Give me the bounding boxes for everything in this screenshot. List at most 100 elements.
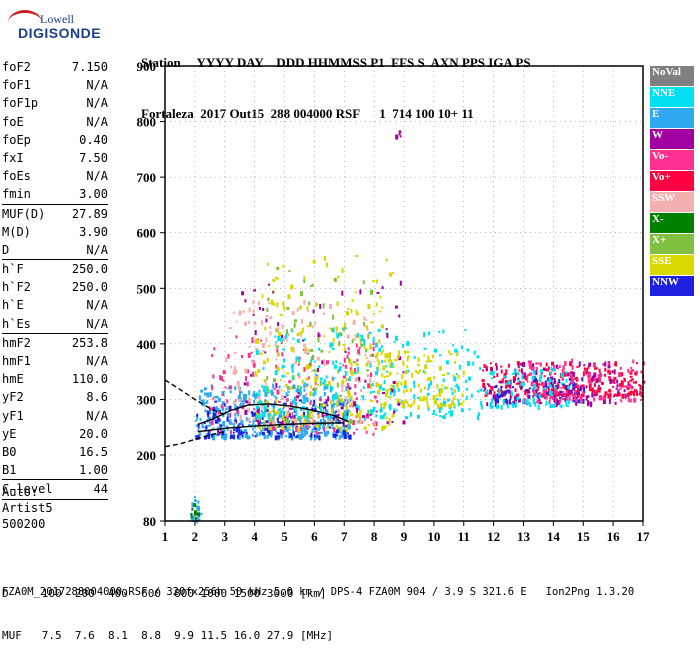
data-point <box>554 388 558 392</box>
param-name: foF1 <box>2 78 31 93</box>
data-point <box>356 404 359 410</box>
data-point <box>335 394 338 400</box>
data-point <box>311 414 314 420</box>
data-point <box>283 306 286 311</box>
data-point <box>233 351 237 354</box>
data-point <box>212 397 215 400</box>
data-point <box>493 385 496 388</box>
data-point <box>525 399 528 405</box>
data-point <box>597 376 600 382</box>
data-point <box>369 354 373 357</box>
data-point <box>456 385 460 389</box>
data-point <box>593 372 597 378</box>
data-point <box>413 380 416 385</box>
data-point <box>306 305 309 310</box>
data-point <box>261 384 264 388</box>
data-point <box>532 369 536 375</box>
data-point <box>297 392 300 394</box>
data-point <box>386 421 389 425</box>
data-point <box>286 372 289 375</box>
data-point <box>538 383 541 386</box>
data-point <box>299 419 302 423</box>
data-point <box>398 350 400 356</box>
data-point <box>378 388 381 392</box>
param-value: 1.00 <box>79 463 108 478</box>
data-point <box>575 399 579 403</box>
data-point <box>285 435 288 438</box>
data-point <box>589 402 592 408</box>
data-point <box>528 387 531 390</box>
y-tick-label: 700 <box>137 170 157 185</box>
data-point <box>269 413 271 416</box>
data-point <box>272 383 275 389</box>
data-point <box>380 324 384 329</box>
data-point <box>358 376 361 381</box>
data-point <box>292 423 295 429</box>
legend-item-e: E <box>650 108 694 128</box>
data-point <box>278 408 281 411</box>
data-point <box>477 412 480 417</box>
data-point <box>318 365 321 369</box>
data-point <box>552 387 555 392</box>
data-point <box>381 373 384 378</box>
data-point <box>464 380 467 383</box>
data-point <box>195 424 198 427</box>
data-point <box>450 387 453 391</box>
data-point <box>225 406 229 409</box>
data-point <box>287 294 291 300</box>
data-point <box>404 399 407 404</box>
data-point <box>350 362 353 367</box>
data-point <box>640 398 642 401</box>
data-point <box>443 400 446 406</box>
data-point <box>281 334 283 338</box>
data-point <box>357 370 359 374</box>
data-point <box>419 396 421 402</box>
data-point <box>491 386 494 391</box>
data-point <box>413 384 416 388</box>
data-point <box>341 381 345 385</box>
data-point <box>303 280 306 283</box>
data-point <box>590 377 593 383</box>
data-point <box>552 403 556 408</box>
data-point <box>206 392 210 398</box>
data-point <box>452 344 455 347</box>
data-point <box>351 299 354 303</box>
data-point <box>275 327 278 330</box>
data-point <box>206 400 209 404</box>
data-point <box>272 279 276 282</box>
data-point <box>329 342 333 348</box>
data-point <box>229 412 232 418</box>
data-point <box>317 412 320 415</box>
param-name: foE <box>2 114 24 129</box>
legend-item-noval: NoVal <box>650 66 694 86</box>
data-point <box>358 417 362 423</box>
data-point <box>345 405 348 411</box>
data-point <box>342 375 346 379</box>
data-point <box>480 404 483 410</box>
param-value: N/A <box>86 96 108 111</box>
data-point <box>197 423 200 429</box>
data-point <box>576 378 579 382</box>
data-point <box>228 385 232 390</box>
data-point <box>236 380 240 386</box>
data-point <box>360 343 364 347</box>
data-point <box>616 384 619 388</box>
data-point <box>477 390 480 393</box>
data-point <box>612 378 615 383</box>
data-point <box>315 376 318 380</box>
data-point <box>364 379 367 383</box>
data-point <box>362 386 365 390</box>
data-point <box>376 390 379 395</box>
data-point <box>618 383 621 388</box>
data-point <box>334 364 337 369</box>
data-point <box>344 401 347 407</box>
data-point <box>346 388 350 394</box>
param-row: h`F 250.0 <box>2 260 108 278</box>
data-point <box>550 396 553 398</box>
data-point <box>507 363 510 368</box>
data-point <box>238 310 242 316</box>
param-name: C-level <box>2 482 53 497</box>
data-point <box>406 356 409 362</box>
data-point <box>253 430 256 433</box>
data-point <box>248 400 251 406</box>
